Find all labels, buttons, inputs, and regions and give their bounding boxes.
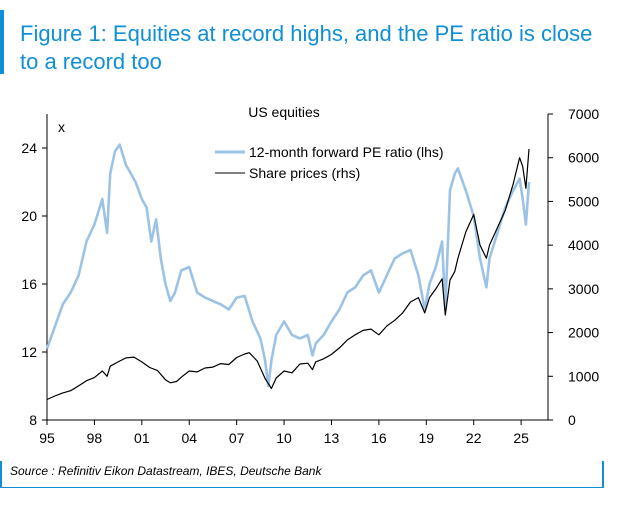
source-left-rule bbox=[0, 461, 2, 488]
source-bottom-rule bbox=[0, 487, 604, 488]
x-axis-ticks: 95 98 01 04 07 10 13 16 19 22 25 bbox=[39, 420, 529, 446]
left-axis-ticks: 8 12 16 20 24 bbox=[21, 140, 47, 428]
right-tick-label: 7000 bbox=[568, 106, 599, 122]
right-tick-label: 6000 bbox=[568, 150, 599, 166]
left-tick-label: 12 bbox=[21, 344, 37, 360]
series-line-share-prices bbox=[46, 148, 530, 401]
figure-title: Figure 1: Equities at record highs, and … bbox=[20, 21, 593, 74]
right-tick-label: 4000 bbox=[568, 237, 599, 253]
x-tick-label: 19 bbox=[419, 430, 435, 446]
x-tick-label: 07 bbox=[229, 430, 245, 446]
source-right-rule bbox=[602, 461, 604, 488]
left-tick-label: 24 bbox=[21, 140, 37, 156]
series-line-pe-ratio bbox=[45, 143, 531, 388]
x-tick-label: 13 bbox=[324, 430, 340, 446]
legend-label-price: Share prices (rhs) bbox=[249, 165, 360, 181]
left-tick-label: 16 bbox=[21, 276, 37, 292]
chart-title: US equities bbox=[248, 104, 320, 120]
title-accent-bar bbox=[0, 10, 4, 74]
x-tick-label: 98 bbox=[87, 430, 103, 446]
right-tick-label: 3000 bbox=[568, 281, 599, 297]
right-tick-label: 5000 bbox=[568, 193, 599, 209]
x-tick-label: 16 bbox=[371, 430, 387, 446]
left-tick-label: 20 bbox=[21, 208, 37, 224]
legend: 12-month forward PE ratio (lhs) Share pr… bbox=[215, 144, 444, 181]
x-tick-label: 22 bbox=[466, 430, 482, 446]
source-note: Source : Refinitiv Eikon Datastream, IBE… bbox=[10, 464, 322, 478]
x-tick-label: 01 bbox=[134, 430, 150, 446]
right-tick-label: 2000 bbox=[568, 325, 599, 341]
x-tick-label: 04 bbox=[181, 430, 197, 446]
series-group bbox=[45, 143, 531, 401]
left-tick-label: 8 bbox=[29, 412, 37, 428]
right-tick-label: 1000 bbox=[568, 368, 599, 384]
legend-label-pe: 12-month forward PE ratio (lhs) bbox=[249, 144, 444, 160]
x-tick-label: 10 bbox=[276, 430, 292, 446]
right-tick-label: 0 bbox=[568, 412, 576, 428]
left-axis-unit-label: x bbox=[58, 119, 65, 135]
x-tick-label: 25 bbox=[513, 430, 529, 446]
x-tick-label: 95 bbox=[39, 430, 55, 446]
right-axis-ticks: 0 1000 2000 3000 4000 5000 6000 7000 bbox=[548, 106, 599, 428]
